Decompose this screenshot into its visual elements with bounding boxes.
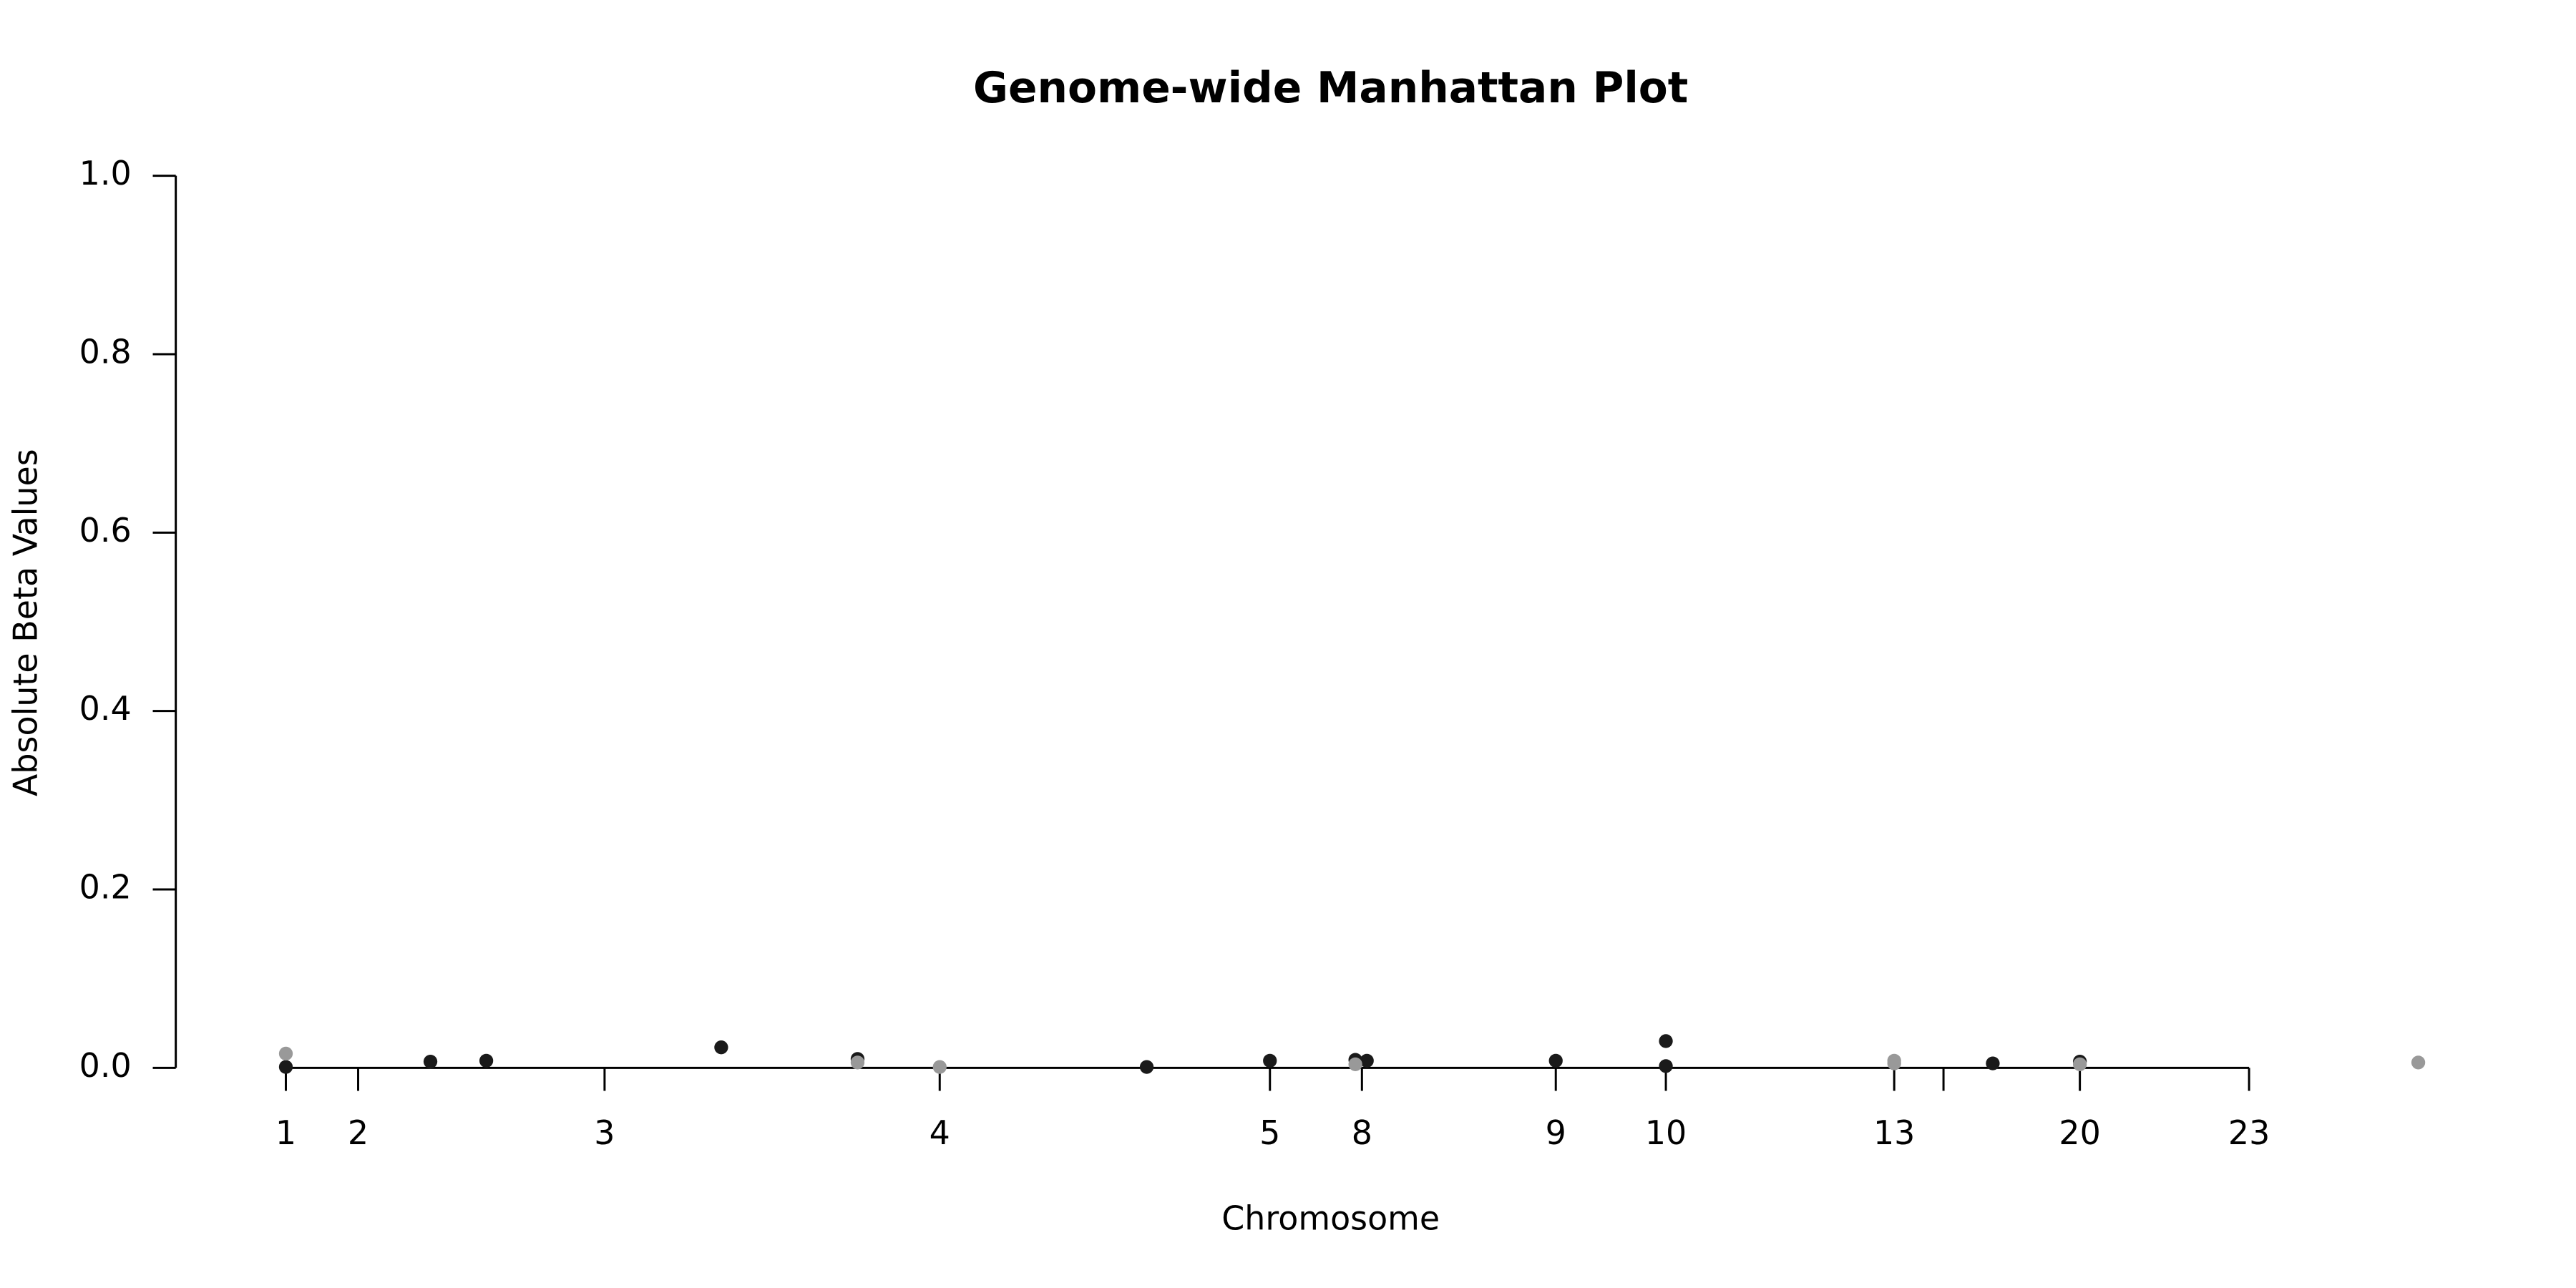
- x-tick-label: 5: [1259, 1113, 1280, 1152]
- chart-title: Genome-wide Manhattan Plot: [973, 64, 1688, 113]
- point: [423, 1054, 438, 1069]
- x-tick-label: 23: [2228, 1113, 2270, 1152]
- point: [1360, 1053, 1374, 1068]
- x-tick-label: 10: [1645, 1113, 1687, 1152]
- x-tick-label: 2: [348, 1113, 369, 1152]
- point: [850, 1055, 865, 1070]
- y-tick-label: 0.2: [79, 868, 132, 907]
- y-tick-label: 0.8: [79, 333, 132, 371]
- y-tick-label: 0.0: [79, 1046, 132, 1085]
- x-tick-label: 20: [2059, 1113, 2100, 1152]
- x-tick-label: 1: [275, 1113, 296, 1152]
- point: [1139, 1060, 1154, 1074]
- x-tick-label: 4: [930, 1113, 950, 1152]
- point: [278, 1060, 293, 1074]
- point: [278, 1046, 293, 1061]
- point: [1659, 1034, 1673, 1048]
- y-tick-label: 0.6: [79, 511, 132, 550]
- y-axis-label: Absolute Beta Values: [6, 449, 45, 796]
- point: [932, 1060, 947, 1074]
- point: [1348, 1057, 1362, 1072]
- point: [2072, 1057, 2087, 1072]
- x-tick-label: 3: [594, 1113, 615, 1152]
- point: [714, 1040, 728, 1055]
- point: [1659, 1059, 1673, 1073]
- x-tick-label: 9: [1546, 1113, 1566, 1152]
- y-tick-label: 0.4: [79, 689, 132, 728]
- x-tick-label: 13: [1873, 1113, 1915, 1152]
- x-axis-label: Chromosome: [1221, 1199, 1440, 1237]
- point: [1887, 1056, 1901, 1070]
- point: [1548, 1053, 1563, 1068]
- point: [479, 1053, 494, 1068]
- point: [1263, 1053, 1277, 1068]
- x-tick-label: 8: [1352, 1113, 1372, 1152]
- point: [1986, 1056, 2000, 1070]
- point: [2411, 1055, 2426, 1070]
- y-tick-label: 1.0: [79, 154, 132, 192]
